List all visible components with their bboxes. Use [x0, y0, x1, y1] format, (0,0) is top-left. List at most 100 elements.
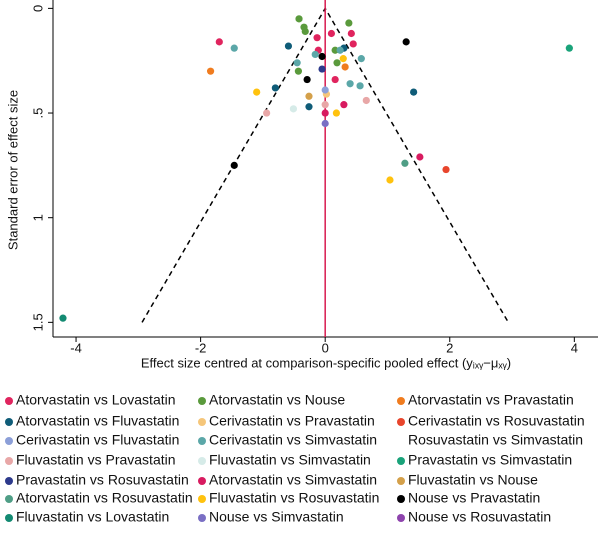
legend-label: Nouse vs Simvastatin — [209, 509, 344, 525]
point — [321, 109, 329, 117]
point — [59, 314, 67, 322]
point — [230, 161, 238, 169]
point — [332, 109, 340, 117]
point — [305, 92, 313, 100]
legend-label: Atorvastatin vs Rosuvastatin — [16, 490, 193, 506]
legend-marker — [5, 495, 13, 503]
point — [345, 19, 353, 27]
x-tick-label: 4 — [571, 340, 578, 355]
legend-label: Fluvastatin vs Nouse — [408, 472, 538, 488]
legend-marker — [397, 437, 405, 445]
legend-label: Fluvastatin vs Lovastatin — [16, 509, 169, 525]
legend-label: Rosuvastatin vs Simvastatin — [408, 432, 583, 448]
point — [215, 38, 223, 46]
point — [357, 55, 365, 63]
point — [410, 88, 418, 96]
point — [303, 75, 311, 84]
legend-label: Atorvastatin vs Nouse — [209, 392, 345, 408]
y-tick-label: 0 — [30, 5, 45, 12]
legend-marker — [397, 418, 405, 426]
point — [362, 96, 370, 105]
point — [442, 165, 450, 174]
legend-marker — [5, 418, 13, 426]
point — [341, 63, 349, 71]
point — [321, 101, 329, 109]
legend-label: Cerivastatin vs Simvastatin — [209, 432, 377, 448]
point — [294, 67, 303, 75]
point — [284, 42, 293, 50]
legend-marker — [397, 477, 405, 485]
legend-marker — [397, 495, 405, 503]
point — [318, 52, 326, 61]
point — [318, 65, 326, 73]
legend-label: Atorvastatin vs Fluvastatin — [16, 413, 179, 429]
x-tick-label: -4 — [70, 340, 82, 355]
legend-label: Atorvastatin vs Pravastatin — [408, 392, 574, 408]
legend-marker — [5, 477, 13, 485]
point — [346, 80, 354, 88]
x-tick-label: 2 — [446, 340, 453, 355]
legend-label: Pravastatin vs Simvastatin — [408, 452, 572, 468]
legend-label: Nouse vs Rosuvastatin — [408, 509, 551, 525]
y-tick-label: 1.5 — [30, 313, 45, 331]
point — [289, 105, 298, 113]
point — [311, 50, 319, 59]
legend-marker — [198, 418, 206, 426]
legend-label: Atorvastatin vs Simvastatin — [209, 472, 377, 488]
point — [313, 34, 321, 42]
point — [402, 38, 410, 46]
legend-label: Cerivastatin vs Fluvastatin — [16, 432, 179, 448]
point — [295, 15, 303, 23]
legend-marker — [5, 437, 13, 445]
legend-label: Fluvastatin vs Pravastatin — [16, 452, 176, 468]
legend-marker — [5, 514, 13, 522]
y-tick-label: .5 — [30, 108, 45, 119]
legend-marker — [5, 457, 13, 465]
legend-marker — [198, 457, 206, 465]
legend-label: Atorvastatin vs Lovastatin — [16, 392, 176, 408]
point — [253, 88, 261, 96]
point — [349, 40, 357, 48]
point — [416, 153, 424, 161]
y-tick-label: 1 — [30, 214, 45, 221]
point — [347, 29, 355, 38]
point — [356, 82, 364, 90]
point — [321, 86, 329, 94]
point — [206, 67, 215, 75]
legend-marker — [397, 457, 405, 465]
x-tick-label: 0 — [322, 340, 329, 355]
legend-label: Nouse vs Pravastatin — [408, 490, 540, 506]
legend-marker — [5, 397, 13, 405]
legend-label: Fluvastatin vs Simvastatin — [209, 452, 371, 468]
x-tick-label: -2 — [195, 340, 207, 355]
point — [263, 109, 271, 117]
legend-marker — [198, 437, 206, 445]
point — [331, 75, 339, 84]
point — [293, 59, 301, 67]
legend-marker — [397, 514, 405, 522]
point — [301, 27, 309, 35]
legend-label: Pravastatin vs Rosuvastatin — [16, 472, 189, 488]
point — [339, 55, 347, 63]
legend-label: Fluvastatin vs Rosuvastatin — [209, 490, 379, 506]
legend-label: Cerivastatin vs Pravastatin — [209, 413, 375, 429]
point — [327, 29, 336, 38]
point — [340, 101, 348, 109]
legend-marker — [198, 495, 206, 503]
point — [331, 46, 339, 54]
point — [230, 44, 238, 52]
legend-marker — [397, 397, 405, 405]
point — [305, 103, 313, 111]
point — [386, 176, 394, 184]
point — [333, 59, 341, 67]
legend-label: Cerivastatin vs Rosuvastatin — [408, 413, 585, 429]
y-axis-label: Standard error of effect size — [5, 90, 20, 250]
x-axis-label: Effect size centred at comparison-specif… — [141, 355, 511, 370]
point — [321, 119, 329, 128]
point — [336, 46, 344, 54]
legend-marker — [198, 397, 206, 405]
point — [401, 159, 409, 167]
point — [271, 84, 279, 92]
legend-marker — [198, 514, 206, 522]
